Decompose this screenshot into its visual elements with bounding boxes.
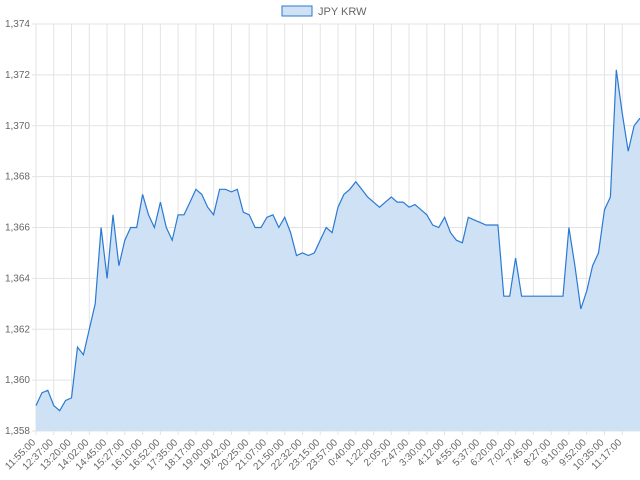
y-tick-label: 1,368 (5, 172, 30, 183)
area-fill (36, 69, 640, 432)
legend: JPY KRW (281, 5, 367, 18)
y-tick-label: 1,362 (5, 324, 30, 335)
legend-label: JPY KRW (318, 6, 367, 18)
y-tick-label: 1,372 (5, 70, 30, 81)
y-tick-label: 1,366 (5, 223, 30, 234)
y-tick-label: 1,370 (5, 121, 30, 132)
legend-swatch (281, 5, 313, 17)
y-tick-label: 1,364 (5, 273, 30, 284)
y-tick-label: 1,358 (5, 426, 30, 437)
y-tick-label: 1,360 (5, 375, 30, 386)
y-tick-label: 1,374 (5, 19, 30, 30)
series-line (35, 69, 640, 412)
